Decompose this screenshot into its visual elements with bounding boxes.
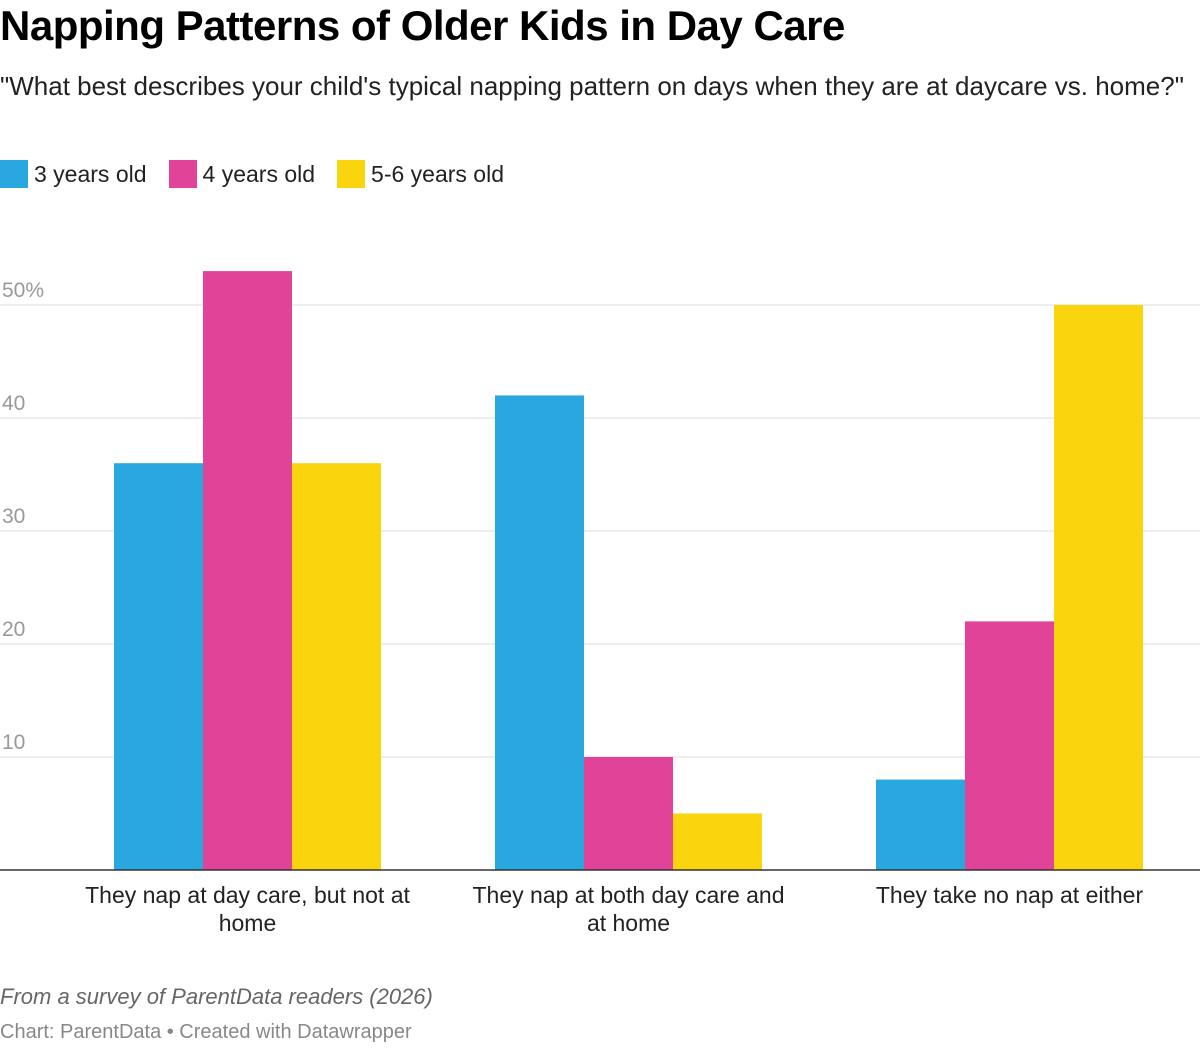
y-tick-label: 40 [2, 392, 25, 415]
category-label: They nap at day care, but not at [85, 882, 410, 908]
legend-label: 3 years old [34, 160, 147, 187]
bar [673, 813, 762, 870]
category-label: They nap at both day care and [473, 882, 785, 908]
legend-label: 4 years old [202, 160, 316, 187]
legend: 3 years old 4 years old 5-6 years old [0, 160, 504, 188]
legend-item-4-years: 4 years old [168, 160, 316, 188]
bar [203, 271, 292, 871]
legend-swatch [168, 160, 197, 188]
bar [876, 779, 965, 870]
bar [1054, 305, 1143, 870]
bar [584, 757, 673, 870]
bar-chart: 10 20 30 40 50% They nap at day care, but not… [0, 271, 1200, 936]
bar [114, 463, 203, 870]
y-tick-label: 20 [2, 618, 25, 641]
category-label: home [219, 910, 277, 936]
y-tick-label: 30 [2, 505, 25, 528]
legend-label: 5-6 years old [371, 160, 504, 187]
chart-credit: Chart: ParentData • Created with Datawra… [0, 1021, 412, 1043]
bar [292, 463, 381, 870]
chart-subtitle: "What best describes your child's typica… [0, 71, 1184, 101]
chart-title: Napping Patterns of Older Kids in Day Ca… [0, 2, 845, 49]
y-tick-label: 50% [2, 279, 44, 302]
legend-swatch [0, 160, 28, 188]
bar [495, 395, 584, 870]
chart-notes: From a survey of ParentData readers (202… [0, 984, 433, 1009]
legend-item-5-6-years: 5-6 years old [337, 160, 504, 188]
legend-swatch [337, 160, 366, 188]
category-label: at home [587, 910, 670, 936]
legend-item-3-years: 3 years old [0, 160, 147, 188]
category-label: They take no nap at either [876, 882, 1144, 908]
bar [965, 621, 1054, 870]
y-tick-label: 10 [2, 731, 25, 754]
